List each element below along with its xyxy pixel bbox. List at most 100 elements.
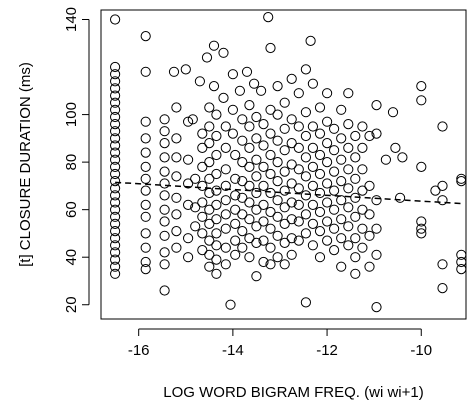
data-point [197, 228, 208, 239]
data-point [300, 130, 311, 142]
data-point [300, 64, 311, 75]
data-point [258, 216, 269, 227]
y-tick-label: 40 [63, 249, 80, 266]
data-point [211, 268, 222, 279]
data-point [211, 149, 222, 161]
data-point [237, 157, 248, 168]
data-point [237, 114, 248, 125]
data-point [183, 178, 194, 189]
data-point [395, 192, 406, 203]
data-point [371, 249, 382, 260]
x-axis: -16 -14 -12 -10 [128, 328, 432, 359]
data-point [357, 142, 368, 153]
data-point [140, 256, 151, 268]
data-point [272, 211, 283, 222]
data-point [190, 221, 201, 232]
data-point [329, 185, 340, 196]
data-point [258, 199, 269, 210]
data-point [110, 76, 121, 87]
data-point [437, 283, 448, 294]
data-point [225, 299, 236, 310]
data-point [272, 81, 283, 92]
data-point [336, 154, 347, 165]
data-point [159, 178, 170, 189]
y-axis-label: [t] CLOSURE DURATION (ms) [17, 62, 34, 267]
data-point [371, 128, 382, 139]
data-point [244, 197, 255, 208]
data-point [197, 211, 208, 222]
data-point [211, 254, 222, 265]
data-point [218, 92, 229, 104]
data-point [416, 161, 427, 172]
data-point [416, 95, 427, 106]
data-point [183, 252, 194, 263]
data-point [314, 226, 326, 237]
data-point [300, 107, 311, 118]
data-point [110, 168, 121, 180]
data-point [456, 176, 467, 187]
data-point [380, 154, 391, 165]
data-point [204, 173, 215, 184]
data-point [300, 171, 311, 182]
data-point [416, 216, 427, 227]
data-point [286, 233, 297, 244]
data-point [314, 206, 326, 218]
data-point [279, 185, 290, 196]
data-point [230, 173, 241, 184]
data-point [300, 297, 311, 308]
data-point [343, 221, 354, 232]
data-point [230, 190, 241, 201]
data-point [197, 180, 208, 191]
data-point [350, 233, 361, 244]
data-point [244, 121, 255, 132]
data-point [336, 214, 347, 225]
data-point [251, 204, 262, 215]
y-axis: 20 40 60 80 100 140 [63, 7, 90, 313]
data-point [293, 142, 304, 153]
data-point [140, 199, 151, 210]
data-point [244, 180, 255, 191]
data-point [251, 133, 262, 144]
data-point [187, 114, 198, 125]
data-point [249, 78, 260, 89]
data-point [220, 223, 231, 234]
data-point [171, 209, 182, 220]
data-point [220, 209, 231, 220]
data-point [159, 204, 170, 215]
data-point [371, 302, 382, 313]
data-point [314, 168, 326, 180]
data-point [416, 223, 427, 234]
data-point [110, 226, 121, 237]
y-tick-label: 140 [63, 7, 80, 32]
data-point [251, 171, 262, 182]
data-point [171, 133, 182, 144]
data-point [110, 204, 121, 215]
data-point [314, 128, 326, 139]
data-point [286, 197, 297, 208]
y-tick-label: 100 [63, 102, 80, 127]
data-point [293, 183, 304, 194]
data-point [350, 268, 361, 279]
data-point [227, 104, 238, 115]
data-point [456, 249, 467, 260]
data-point [110, 119, 121, 130]
data-point [110, 104, 121, 115]
data-point [110, 161, 121, 172]
data-point [258, 180, 269, 191]
data-point [110, 268, 121, 279]
data-point [244, 252, 255, 263]
data-point [159, 190, 170, 201]
data-point [183, 154, 194, 165]
data-point [110, 90, 121, 101]
data-point [110, 197, 121, 208]
data-point [286, 138, 297, 149]
data-point [197, 161, 208, 172]
data-point [437, 180, 448, 191]
data-point [437, 259, 448, 270]
data-point [357, 204, 368, 215]
data-point [350, 173, 361, 184]
data-point [357, 242, 368, 253]
data-point [329, 166, 340, 177]
data-point [322, 116, 333, 127]
data-point [204, 102, 215, 113]
